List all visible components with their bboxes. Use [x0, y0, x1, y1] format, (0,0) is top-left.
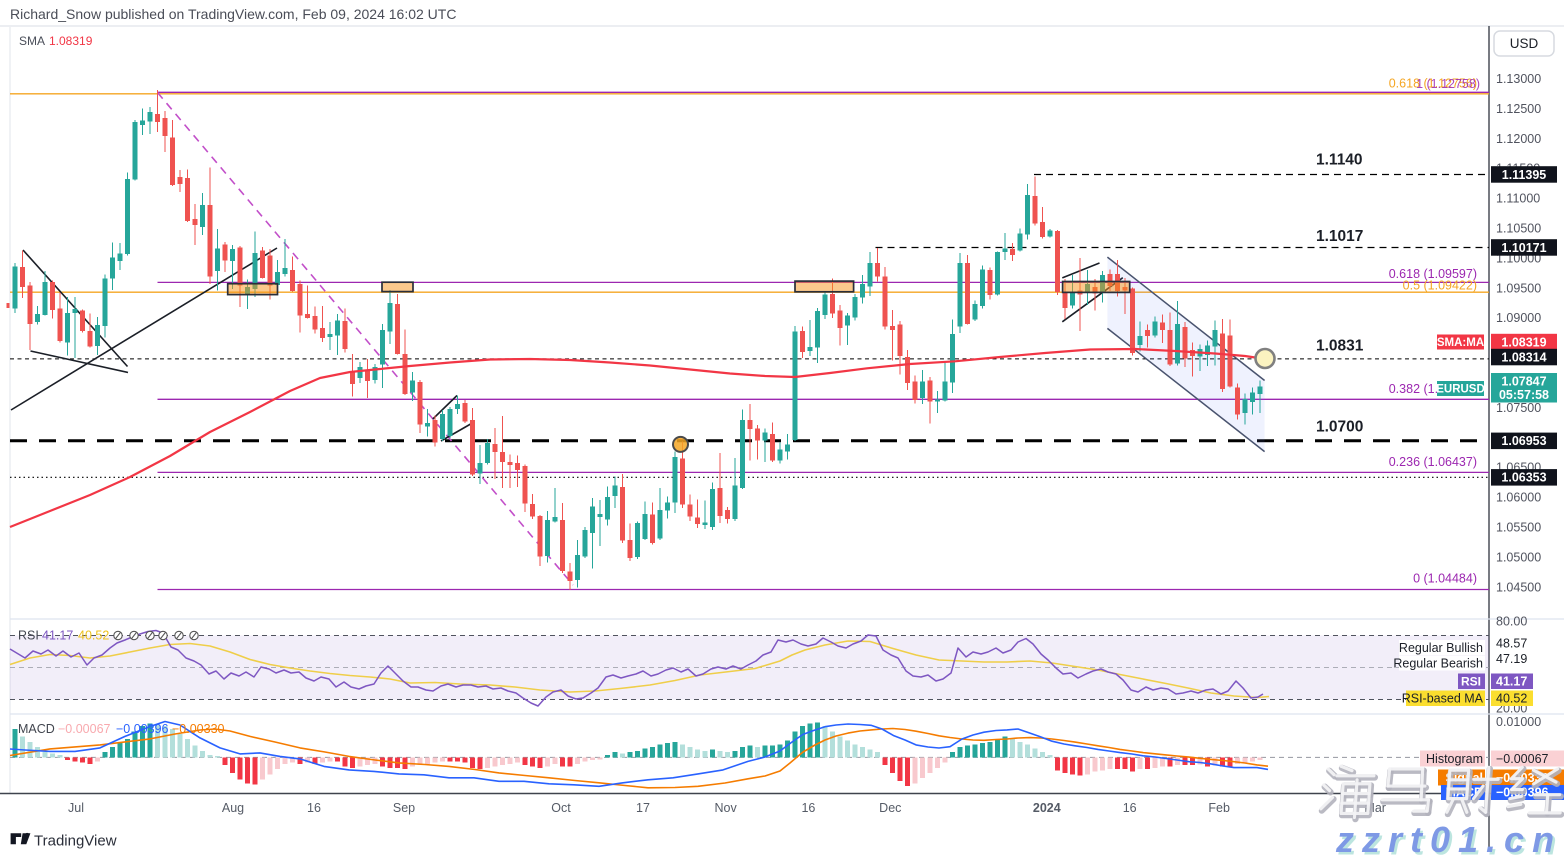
- svg-text:1.07847: 1.07847: [1501, 375, 1546, 389]
- svg-text:Regular Bearish: Regular Bearish: [1393, 657, 1483, 671]
- svg-text:1.10171: 1.10171: [1501, 241, 1546, 255]
- svg-text:1.12000: 1.12000: [1496, 132, 1541, 146]
- svg-text:Regular Bullish: Regular Bullish: [1399, 641, 1483, 655]
- svg-text:1.08319: 1.08319: [1501, 335, 1546, 349]
- svg-text:41.17: 41.17: [1496, 675, 1527, 689]
- svg-text:1.09000: 1.09000: [1496, 311, 1541, 325]
- svg-text:Oct: Oct: [551, 801, 571, 815]
- svg-text:1.11395: 1.11395: [1502, 168, 1547, 182]
- svg-text:0.5 (1.09422): 0.5 (1.09422): [1403, 279, 1477, 293]
- svg-text:1.1017: 1.1017: [1316, 228, 1363, 245]
- svg-text:1.06953: 1.06953: [1501, 434, 1546, 448]
- svg-text:1.04500: 1.04500: [1496, 580, 1541, 594]
- svg-text:0 (1.04484): 0 (1.04484): [1413, 572, 1477, 586]
- svg-text:16: 16: [801, 801, 815, 815]
- svg-text:Nov: Nov: [714, 801, 737, 815]
- svg-text:MACD: MACD: [18, 722, 55, 736]
- svg-text:Histogram: Histogram: [1426, 752, 1483, 766]
- svg-text:80.00: 80.00: [1496, 614, 1527, 628]
- svg-text:1.0700: 1.0700: [1316, 419, 1363, 436]
- svg-text:Jul: Jul: [68, 801, 84, 815]
- svg-text:1.11000: 1.11000: [1496, 192, 1540, 206]
- svg-text:1.08319: 1.08319: [49, 34, 93, 48]
- svg-text:RSI: RSI: [18, 629, 39, 643]
- svg-text:Aug: Aug: [222, 801, 244, 815]
- svg-text:Sep: Sep: [393, 801, 415, 815]
- svg-text:SMA: SMA: [19, 34, 45, 48]
- svg-text:RSI: RSI: [1461, 675, 1481, 689]
- svg-text:17: 17: [636, 801, 650, 815]
- svg-text:1 (1.12758): 1 (1.12758): [1416, 77, 1480, 91]
- svg-text:1.09500: 1.09500: [1496, 281, 1541, 295]
- svg-text:05:57:58: 05:57:58: [1499, 388, 1549, 402]
- svg-text:0.01000: 0.01000: [1496, 715, 1541, 729]
- svg-text:1.08314: 1.08314: [1501, 350, 1546, 364]
- svg-text:48.57: 48.57: [1496, 637, 1527, 651]
- svg-text:−0.00067: −0.00067: [1496, 752, 1549, 766]
- svg-text:2024: 2024: [1033, 801, 1061, 815]
- svg-text:40.52: 40.52: [1496, 692, 1527, 706]
- svg-text:0.236 (1.06437): 0.236 (1.06437): [1389, 455, 1477, 469]
- svg-text:1.12500: 1.12500: [1496, 102, 1541, 116]
- svg-text:SMA:MA: SMA:MA: [1437, 337, 1484, 349]
- svg-text:USD: USD: [1510, 36, 1539, 51]
- svg-text:1.05000: 1.05000: [1496, 550, 1541, 564]
- svg-text:−0.00330: −0.00330: [172, 722, 225, 736]
- svg-text:16: 16: [1123, 801, 1137, 815]
- svg-text:EURUSD: EURUSD: [1436, 384, 1485, 396]
- svg-text:1.07500: 1.07500: [1496, 401, 1541, 415]
- svg-text:1.10500: 1.10500: [1496, 222, 1541, 236]
- svg-text:RSI-based MA: RSI-based MA: [1402, 692, 1484, 706]
- svg-text:−0.00396: −0.00396: [116, 722, 169, 736]
- svg-text:1.05500: 1.05500: [1496, 521, 1541, 535]
- svg-text:Richard_Snow published on Trad: Richard_Snow published on TradingView.co…: [10, 6, 456, 22]
- svg-text:1.06000: 1.06000: [1496, 491, 1541, 505]
- svg-text:41.17: 41.17: [42, 629, 73, 643]
- svg-text:Feb: Feb: [1208, 801, 1230, 815]
- svg-text:47.19: 47.19: [1496, 652, 1527, 666]
- svg-text:1.06353: 1.06353: [1501, 471, 1546, 485]
- svg-text:−0.00067: −0.00067: [58, 722, 111, 736]
- svg-text:TradingView: TradingView: [34, 833, 117, 850]
- svg-text:zzrt01.cn: zzrt01.cn: [1335, 819, 1562, 857]
- svg-text:1.1140: 1.1140: [1316, 152, 1363, 169]
- svg-text:16: 16: [307, 801, 321, 815]
- svg-text:1.13000: 1.13000: [1496, 72, 1541, 86]
- svg-text:40.52: 40.52: [78, 629, 109, 643]
- svg-text:1.0831: 1.0831: [1316, 338, 1364, 355]
- svg-text:Dec: Dec: [879, 801, 901, 815]
